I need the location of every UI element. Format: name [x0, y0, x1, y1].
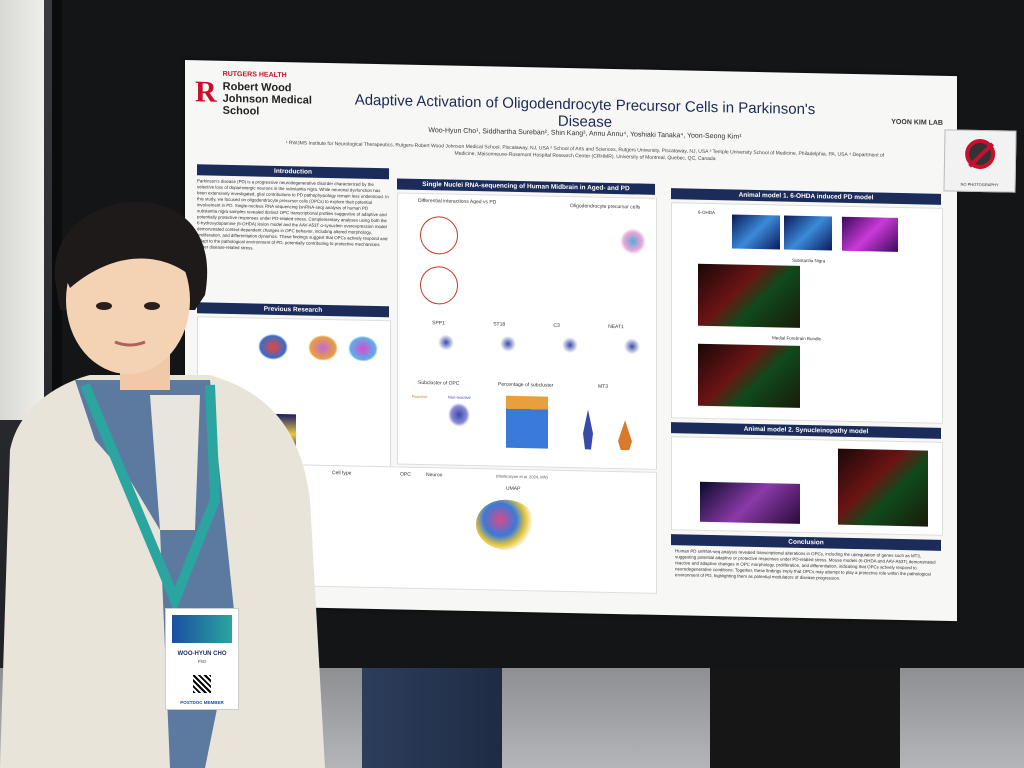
qr-code-icon: [193, 675, 211, 693]
rutgers-logo: R RUTGERS HEALTH Robert Wood Johnson Med…: [195, 68, 318, 119]
badge-role: PhD: [197, 659, 207, 664]
snrna-figure-panels: Differential interactions Aged vs PD Oli…: [397, 192, 657, 470]
neuron-label: Neuron: [426, 472, 443, 479]
subcluster-label: Subcluster of OPC: [418, 379, 460, 387]
lanyard: [80, 383, 221, 614]
mouth: [114, 340, 146, 347]
staining-image: [838, 448, 928, 527]
gene-row: SPP1 ST18 C3 NEAT1: [408, 320, 648, 331]
opc-cells-label: Oligodendrocyte precursor cells: [570, 203, 641, 211]
subcluster-umap: [448, 402, 470, 427]
6ohda-label: 6-OHDA: [698, 209, 716, 216]
gene-label: SPP1: [432, 320, 445, 327]
gene-umap: [624, 338, 640, 355]
diff-interactions-label: Differential interactions Aged vs PD: [418, 197, 497, 206]
institution-name: Robert Wood Johnson Medical School: [222, 80, 312, 118]
reactive-label: Reactive: [412, 393, 428, 400]
left-panel: [0, 0, 44, 420]
staining-image: [784, 215, 832, 251]
name-badge: WOO-HYUN CHO PhD POSTDOC MEMBER: [165, 608, 239, 710]
right-eye: [144, 302, 160, 310]
logo-letter: R: [195, 75, 217, 109]
bangs: [62, 220, 199, 288]
gene-umap: [562, 336, 578, 354]
mt3-label: MT3: [598, 383, 608, 390]
gene-label: ST18: [493, 321, 506, 328]
non-reactive-label: Non-reactive: [448, 394, 471, 400]
sticker-label: NO PHOTOGRAPHY: [960, 181, 999, 188]
cell-type-umap: [476, 499, 536, 551]
cell-type-label: Cell type: [332, 470, 352, 477]
badge-logo: [172, 615, 232, 643]
badge-name: WOO-HYUN CHO: [177, 651, 227, 657]
umap-plot: [348, 335, 378, 363]
badge-member: POSTDOC MEMBER: [180, 700, 224, 705]
background-person-legs: [362, 668, 502, 768]
background-person-right: [710, 668, 900, 768]
gene-umap: [438, 334, 454, 351]
opc-umap: [620, 228, 646, 255]
lab-label: YOON KIM LAB: [891, 118, 943, 127]
percentage-subcluster-label: Percentage of subcluster: [498, 381, 554, 389]
network-diagram: [420, 215, 458, 255]
section-introduction: Introduction: [197, 164, 389, 180]
presenter-figure: [0, 201, 325, 768]
conclusion-text: Human PD snRNA-seq analysis revealed tra…: [675, 548, 936, 581]
animal-model-1-figure: 6-OHDA Substantia Nigra Medial Forebrain…: [671, 202, 943, 424]
staining-image: [700, 481, 800, 524]
bottom-dot-plots: Cell type OPC Neuron (Martirosyan et al.…: [295, 464, 657, 594]
staining-image: [698, 263, 800, 328]
medial-forebrain-label: Medial Forebrain Bundle: [772, 335, 822, 342]
no-camera-icon: [964, 138, 996, 170]
umap-label: UMAP: [506, 485, 521, 493]
violin-plot: [618, 420, 632, 450]
network-diagram: [420, 265, 458, 305]
gene-label: C3: [553, 322, 560, 329]
inner-shirt: [150, 395, 200, 530]
gene-label: NEAT1: [608, 323, 624, 331]
no-photo-sticker: NO PHOTOGRAPHY: [943, 129, 1017, 193]
staining-image: [732, 214, 780, 250]
substantia-nigra-label: Substantia Nigra: [792, 257, 826, 264]
animal-model-2-figure: [671, 436, 943, 536]
violin-plot: [583, 409, 593, 449]
gene-umap: [500, 335, 516, 352]
poster-affiliations: ¹ RWJMS Institute for Neurological Thera…: [285, 140, 885, 163]
citation-label: (Martirosyan et al. 2024, MN): [496, 473, 548, 480]
left-eye: [96, 302, 112, 310]
stacked-bar-chart: [506, 395, 548, 449]
opc-label: OPC: [400, 471, 411, 478]
staining-image: [698, 343, 800, 408]
staining-image: [842, 216, 898, 252]
